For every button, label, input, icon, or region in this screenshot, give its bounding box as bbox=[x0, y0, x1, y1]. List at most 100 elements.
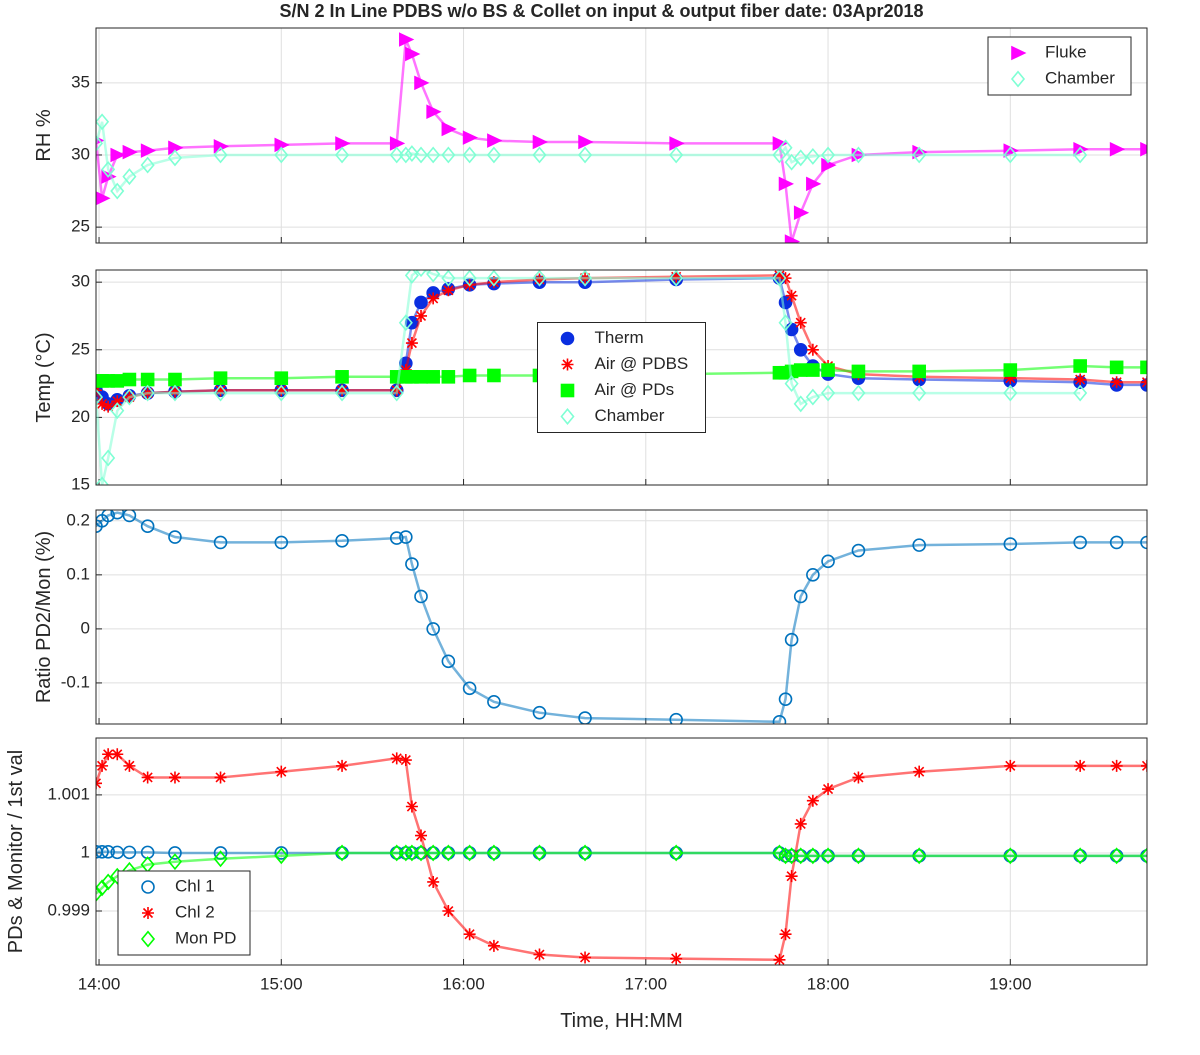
data-point bbox=[441, 121, 457, 137]
data-point bbox=[532, 134, 548, 150]
x-tick-label: 18:00 bbox=[807, 974, 850, 993]
data-point bbox=[805, 388, 820, 406]
data-point bbox=[1074, 759, 1087, 772]
data-point bbox=[773, 953, 786, 965]
data-point bbox=[122, 388, 137, 406]
y-tick-label: 30 bbox=[71, 272, 90, 291]
data-point bbox=[168, 530, 182, 544]
legend-marker bbox=[142, 907, 154, 919]
data-point bbox=[167, 149, 183, 167]
data-point bbox=[1073, 359, 1087, 373]
data-point bbox=[1110, 376, 1123, 389]
data-point bbox=[1140, 141, 1147, 157]
data-point bbox=[462, 146, 477, 164]
data-point bbox=[778, 314, 793, 332]
data-point bbox=[274, 384, 289, 402]
series-group bbox=[96, 748, 1147, 965]
data-point bbox=[140, 519, 155, 534]
data-point bbox=[785, 870, 798, 883]
y-axis-label: Temp (°C) bbox=[33, 332, 55, 422]
data-point bbox=[415, 270, 427, 278]
series-line bbox=[96, 121, 1081, 194]
data-point bbox=[96, 885, 104, 903]
data-point bbox=[404, 145, 419, 162]
plot-area bbox=[96, 738, 1147, 965]
data-point bbox=[122, 144, 138, 160]
legend-label: Therm bbox=[595, 328, 644, 347]
data-point bbox=[413, 844, 429, 862]
data-point bbox=[532, 844, 547, 862]
data-point bbox=[1004, 372, 1017, 385]
data-point bbox=[532, 270, 547, 287]
data-point bbox=[389, 384, 404, 402]
data-point bbox=[778, 692, 793, 706]
data-point bbox=[778, 847, 793, 865]
legend-label: Air @ PDBS bbox=[595, 354, 689, 373]
data-point bbox=[578, 844, 593, 862]
data-point bbox=[398, 146, 413, 164]
data-point bbox=[415, 309, 428, 322]
data-point bbox=[398, 844, 413, 862]
data-point bbox=[336, 384, 349, 397]
legend-marker bbox=[560, 331, 575, 346]
data-point bbox=[441, 654, 456, 669]
series-group bbox=[96, 270, 1147, 485]
data-point bbox=[141, 771, 154, 784]
data-point bbox=[805, 847, 820, 865]
data-point bbox=[426, 622, 440, 636]
data-point bbox=[912, 847, 927, 865]
data-point bbox=[427, 875, 440, 888]
legend-marker bbox=[561, 358, 574, 371]
data-point bbox=[167, 384, 183, 402]
data-point bbox=[773, 270, 786, 282]
data-point bbox=[214, 771, 227, 784]
y-tick-label: -0.1 bbox=[61, 672, 90, 691]
data-point bbox=[793, 342, 808, 357]
series-group bbox=[96, 32, 1147, 243]
data-point bbox=[669, 712, 683, 724]
data-point bbox=[168, 372, 182, 387]
data-point bbox=[806, 176, 822, 192]
data-point bbox=[405, 800, 418, 813]
legend: Fluke Chamber bbox=[987, 36, 1132, 96]
data-point bbox=[912, 538, 926, 552]
data-point bbox=[821, 384, 836, 402]
data-point bbox=[213, 384, 228, 402]
x-tick-label: 19:00 bbox=[989, 974, 1032, 993]
data-point bbox=[274, 146, 289, 164]
series-line bbox=[96, 270, 1081, 485]
data-point bbox=[275, 384, 288, 397]
data-point bbox=[852, 771, 865, 784]
data-point bbox=[578, 711, 592, 724]
data-point bbox=[806, 363, 820, 377]
series-group bbox=[96, 510, 1147, 724]
data-point bbox=[532, 146, 547, 164]
data-point bbox=[399, 754, 412, 767]
data-point bbox=[96, 879, 110, 897]
data-point bbox=[1003, 384, 1018, 402]
data-point bbox=[806, 794, 819, 807]
data-point bbox=[487, 939, 500, 952]
data-point bbox=[110, 182, 125, 200]
data-point bbox=[405, 337, 418, 350]
legend-marker bbox=[1010, 70, 1026, 88]
data-point bbox=[463, 928, 476, 941]
data-point bbox=[779, 928, 792, 941]
y-tick-label: 30 bbox=[71, 144, 90, 163]
data-point bbox=[168, 771, 181, 784]
data-point bbox=[793, 395, 808, 413]
data-point bbox=[1139, 847, 1147, 865]
data-point bbox=[784, 375, 799, 393]
data-point bbox=[1004, 759, 1017, 772]
data-point bbox=[405, 557, 419, 571]
y-tick-label: 0 bbox=[81, 618, 90, 637]
legend-label: Chl 1 bbox=[175, 876, 215, 895]
data-point bbox=[140, 384, 155, 402]
data-point bbox=[101, 449, 116, 467]
data-point bbox=[414, 295, 428, 310]
data-point bbox=[1140, 360, 1147, 375]
data-point bbox=[168, 385, 181, 398]
data-point bbox=[851, 384, 866, 402]
data-point bbox=[1109, 847, 1124, 865]
data-point bbox=[1074, 373, 1087, 386]
